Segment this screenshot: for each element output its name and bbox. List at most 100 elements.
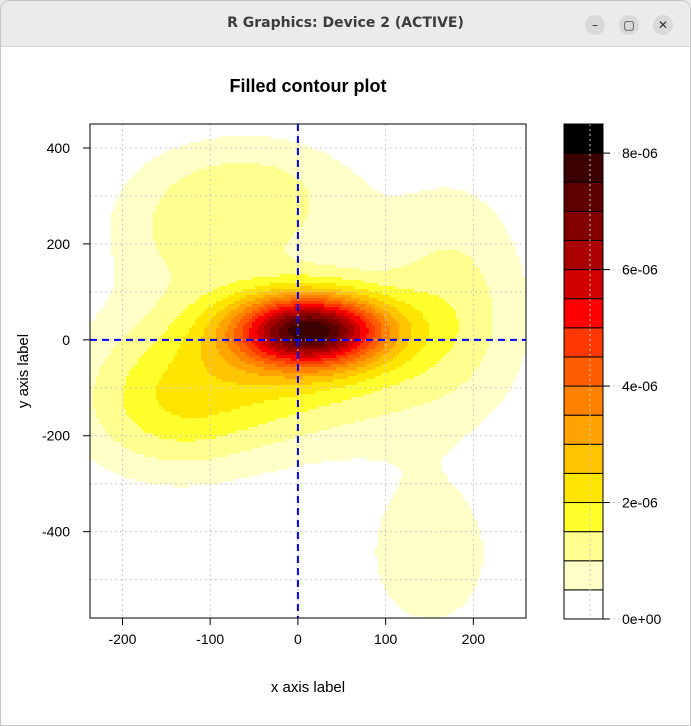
- contour-cell: [219, 196, 223, 200]
- contour-cell: [171, 241, 175, 245]
- contour-cell: [195, 457, 199, 461]
- contour-cell: [183, 337, 187, 341]
- contour-cell: [138, 382, 142, 386]
- contour-cell: [162, 370, 166, 374]
- contour-cell: [234, 256, 238, 260]
- contour-cell: [207, 379, 211, 383]
- contour-cell: [186, 223, 190, 227]
- contour-cell: [234, 247, 238, 251]
- contour-cell: [117, 220, 121, 224]
- contour-cell: [111, 403, 115, 407]
- contour-cell: [159, 397, 163, 401]
- contour-cell: [123, 403, 127, 407]
- contour-cell: [153, 277, 157, 281]
- contour-cell: [147, 421, 151, 425]
- contour-cell: [222, 184, 226, 188]
- contour-cell: [207, 196, 211, 200]
- contour-cell: [186, 328, 190, 332]
- contour-cell: [234, 352, 238, 356]
- contour-cell: [99, 346, 103, 350]
- contour-cell: [207, 238, 211, 242]
- contour-cell: [186, 340, 190, 344]
- contour-cell: [222, 271, 226, 275]
- contour-cell: [234, 403, 238, 407]
- contour-cell: [96, 367, 100, 371]
- contour-cell: [150, 373, 154, 377]
- contour-cell: [99, 376, 103, 380]
- contour-cell: [186, 181, 190, 185]
- contour-cell: [132, 271, 136, 275]
- maximize-button[interactable]: ▢: [619, 15, 639, 35]
- contour-cell: [168, 448, 172, 452]
- contour-cell: [132, 409, 136, 413]
- contour-cell: [207, 322, 211, 326]
- contour-cell: [195, 331, 199, 335]
- contour-cell: [180, 370, 184, 374]
- contour-cell: [153, 310, 157, 314]
- contour-cell: [234, 301, 238, 305]
- contour-cell: [174, 220, 178, 224]
- contour-cell: [153, 349, 157, 353]
- contour-cell: [210, 298, 214, 302]
- contour-cell: [159, 412, 163, 416]
- contour-cell: [90, 343, 94, 347]
- contour-cell: [150, 268, 154, 272]
- contour-cell: [207, 394, 211, 398]
- contour-cell: [144, 436, 148, 440]
- contour-cell: [231, 346, 235, 350]
- contour-cell: [174, 466, 178, 470]
- contour-cell: [228, 394, 232, 398]
- contour-cell: [93, 319, 97, 323]
- contour-cell: [186, 208, 190, 212]
- contour-cell: [111, 322, 115, 326]
- contour-cell: [105, 406, 109, 410]
- contour-cell: [132, 415, 136, 419]
- contour-cell: [165, 367, 169, 371]
- contour-cell: [93, 412, 97, 416]
- contour-cell: [198, 451, 202, 455]
- contour-cell: [225, 319, 229, 323]
- contour-cell: [168, 208, 172, 212]
- contour-cell: [183, 418, 187, 422]
- contour-cell: [216, 469, 220, 473]
- contour-cell: [144, 277, 148, 281]
- contour-cell: [228, 436, 232, 440]
- contour-cell: [228, 439, 232, 443]
- contour-cell: [189, 331, 193, 335]
- contour-cell: [96, 388, 100, 392]
- contour-cell: [234, 214, 238, 218]
- contour-cell: [228, 163, 232, 167]
- title-bar[interactable]: R Graphics: Device 2 (ACTIVE) – ▢ ✕: [1, 1, 690, 47]
- contour-cell: [234, 283, 238, 287]
- contour-cell: [141, 451, 145, 455]
- contour-cell: [201, 388, 205, 392]
- contour-cell: [150, 481, 154, 485]
- contour-cell: [222, 346, 226, 350]
- close-button[interactable]: ✕: [653, 15, 673, 35]
- minimize-button[interactable]: –: [585, 15, 605, 35]
- contour-cell: [168, 202, 172, 206]
- contour-cell: [195, 373, 199, 377]
- contour-cell: [183, 334, 187, 338]
- contour-cell: [156, 448, 160, 452]
- contour-cell: [132, 451, 136, 455]
- contour-cell: [168, 190, 172, 194]
- contour-cell: [156, 184, 160, 188]
- contour-cell: [177, 427, 181, 431]
- contour-cell: [96, 364, 100, 368]
- contour-cell: [219, 235, 223, 239]
- contour-cell: [198, 319, 202, 323]
- contour-cell: [174, 370, 178, 374]
- contour-cell: [126, 379, 130, 383]
- contour-cell: [195, 241, 199, 245]
- contour-cell: [141, 415, 145, 419]
- contour-cell: [123, 322, 127, 326]
- contour-cell: [198, 232, 202, 236]
- contour-cell: [120, 337, 124, 341]
- contour-cell: [213, 445, 217, 449]
- contour-cell: [201, 343, 205, 347]
- contour-cell: [126, 409, 130, 413]
- contour-cell: [117, 250, 121, 254]
- contour-cell: [159, 232, 163, 236]
- contour-cell: [189, 229, 193, 233]
